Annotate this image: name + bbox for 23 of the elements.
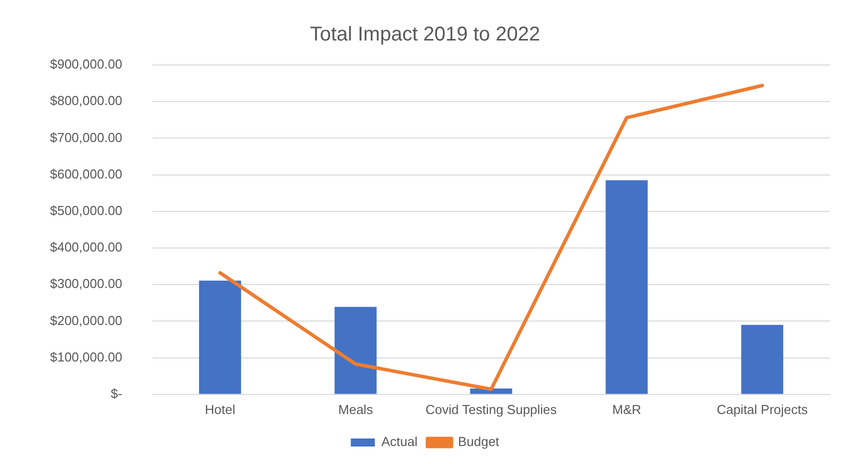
bar bbox=[741, 324, 784, 394]
x-tick-label: Meals bbox=[338, 402, 374, 417]
y-tick-label: $400,000.00 bbox=[50, 240, 122, 255]
bar bbox=[606, 180, 648, 394]
bar bbox=[199, 280, 242, 394]
y-tick-label: $- bbox=[110, 386, 122, 401]
y-tick-label: $300,000.00 bbox=[50, 276, 122, 292]
x-tick-label: Hotel bbox=[204, 402, 236, 417]
y-tick-label: $500,000.00 bbox=[50, 202, 122, 218]
x-tick-label: Capital Projects bbox=[716, 402, 808, 417]
y-tick-label: $800,000.00 bbox=[50, 93, 122, 108]
y-tick-label: $100,000.00 bbox=[50, 349, 122, 364]
y-tick-label: $600,000.00 bbox=[50, 166, 122, 182]
bar bbox=[470, 388, 512, 394]
chart-title: Total Impact 2019 to 2022 bbox=[310, 24, 540, 46]
bar bbox=[334, 306, 377, 394]
x-tick-label: Covid Testing Supplies bbox=[426, 402, 558, 417]
y-tick-label: $200,000.00 bbox=[50, 312, 122, 328]
x-tick-label: M&R bbox=[612, 402, 642, 417]
legend-label: Actual bbox=[381, 434, 418, 450]
legend-label: Budget bbox=[458, 434, 500, 450]
y-tick-label: $900,000.00 bbox=[50, 56, 122, 72]
y-tick-label: $700,000.00 bbox=[50, 130, 122, 145]
